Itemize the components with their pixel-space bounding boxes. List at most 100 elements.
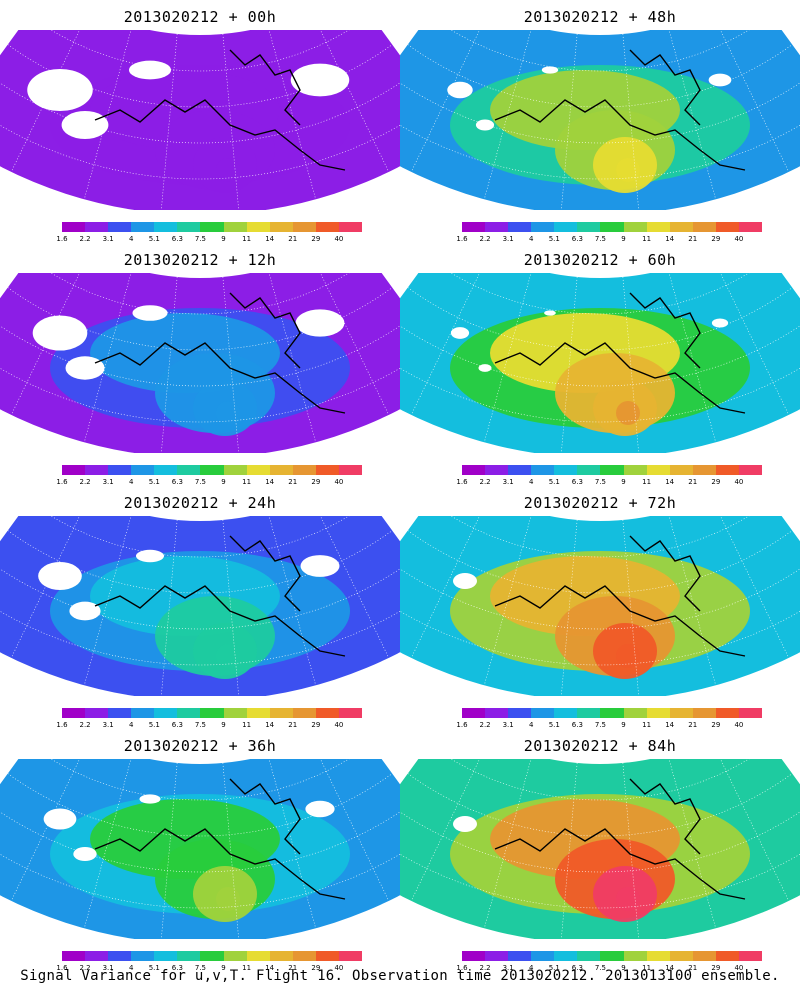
colorbar-tick-label: 6.3 — [571, 235, 583, 243]
colorbar-swatch — [62, 951, 86, 961]
colorbar-ticks: 1.6 2.2 3.1 4 5.1 6.3 7.5 9 11 14 21 29 40 — [456, 235, 762, 245]
colorbar-swatch — [338, 951, 363, 961]
map-panel: 2013020212 + 48h 1.6 2.2 3.1 4 5.1 6.3 7.5 9 11 14… — [400, 0, 800, 245]
colorbar-swatch — [62, 708, 86, 718]
colorbar-swatch — [531, 222, 555, 232]
colorbar-swatch — [485, 951, 509, 961]
colorbar-swatch — [246, 222, 270, 232]
colorbar-tick-label: 21 — [288, 721, 298, 729]
colorbar-swatch — [646, 708, 670, 718]
colorbar-swatch — [715, 951, 739, 961]
colorbar-tick-label: 14 — [265, 721, 275, 729]
colorbar-swatch — [315, 951, 339, 961]
colorbar-tick-label: 2.2 — [79, 964, 91, 972]
colorbar-swatch — [738, 951, 763, 961]
colorbar-swatch — [508, 222, 532, 232]
colorbar-swatch — [292, 951, 316, 961]
colorbar-tick-label: 11 — [242, 235, 252, 243]
colorbar-tick-label: 29 — [711, 235, 721, 243]
colorbar-tick-label: 5.1 — [548, 721, 560, 729]
colorbar-ticks: 1.6 2.2 3.1 4 5.1 6.3 7.5 9 11 14 21 29 40 — [56, 478, 362, 488]
variance-map — [0, 30, 400, 210]
panel-title: 2013020212 + 72h — [523, 494, 677, 512]
colorbar — [62, 951, 363, 961]
colorbar-tick-label: 11 — [242, 964, 252, 972]
colorbar-tick-label: 4 — [528, 235, 534, 243]
colorbar-tick-label: 3.1 — [502, 964, 514, 972]
colorbar-swatch — [131, 951, 155, 961]
colorbar-swatch — [269, 708, 293, 718]
colorbar-tick-label: 3.1 — [502, 478, 514, 486]
colorbar-tick-label: 7.5 — [594, 478, 607, 486]
colorbar-tick-label: 1.6 — [456, 964, 468, 972]
colorbar — [62, 708, 363, 718]
colorbar-swatch — [508, 708, 532, 718]
colorbar-tick-label: 40 — [734, 478, 744, 486]
colorbar-swatch — [692, 708, 716, 718]
colorbar-swatch — [246, 951, 270, 961]
colorbar-swatch — [508, 465, 532, 475]
colorbar-tick-label: 5.1 — [148, 235, 160, 243]
colorbar-swatch — [646, 222, 670, 232]
figure-caption: Signal Variance for u,v,T. Flight 16. Ob… — [20, 968, 780, 984]
map-panel: 2013020212 + 12h 1.6 2.2 3.1 4 5.1 6.3 7.5 9 11 14… — [0, 243, 400, 488]
colorbar-tick-label: 1.6 — [56, 478, 68, 486]
colorbar-tick-label: 11 — [642, 235, 652, 243]
colorbar-swatch — [554, 708, 578, 718]
colorbar — [462, 708, 763, 718]
colorbar-swatch — [554, 222, 578, 232]
colorbar-swatch — [485, 465, 509, 475]
colorbar-swatch — [223, 708, 247, 718]
colorbar-swatch — [85, 951, 109, 961]
colorbar-tick-label: 11 — [242, 478, 252, 486]
colorbar-tick-label: 29 — [711, 964, 721, 972]
colorbar-swatch — [692, 465, 716, 475]
colorbar-swatch — [577, 465, 601, 475]
colorbar-ticks: 1.6 2.2 3.1 4 5.1 6.3 7.5 9 11 14 21 29 40 — [456, 964, 762, 974]
colorbar-tick-label: 3.1 — [102, 235, 114, 243]
colorbar-swatch — [246, 708, 270, 718]
colorbar-swatch — [154, 465, 178, 475]
colorbar-swatch — [223, 222, 247, 232]
colorbar-tick-label: 9 — [221, 964, 226, 972]
panel-title: 2013020212 + 00h — [123, 8, 277, 26]
colorbar-tick-label: 21 — [688, 964, 698, 972]
colorbar-tick-label: 1.6 — [56, 721, 68, 729]
colorbar-swatch — [200, 222, 224, 232]
colorbar-tick-label: 5.1 — [148, 478, 160, 486]
colorbar-swatch — [154, 708, 178, 718]
colorbar-swatch — [131, 222, 155, 232]
colorbar-swatch — [531, 708, 555, 718]
colorbar-tick-label: 3.1 — [502, 721, 514, 729]
colorbar-swatch — [269, 222, 293, 232]
colorbar-tick-label: 11 — [642, 721, 652, 729]
colorbar-ticks: 1.6 2.2 3.1 4 5.1 6.3 7.5 9 11 14 21 29 40 — [456, 478, 762, 488]
colorbar-swatch — [577, 222, 601, 232]
colorbar-tick-label: 4 — [128, 721, 134, 729]
colorbar-tick-label: 14 — [665, 235, 675, 243]
panel-title: 2013020212 + 60h — [523, 251, 677, 269]
colorbar-tick-label: 21 — [688, 721, 698, 729]
colorbar-swatch — [292, 222, 316, 232]
map-panel: 2013020212 + 36h 1.6 2.2 3.1 4 5.1 6.3 7.5 9 11 14… — [0, 729, 400, 974]
colorbar-tick-label: 2.2 — [479, 478, 491, 486]
colorbar-swatch — [154, 222, 178, 232]
colorbar-tick-label: 9 — [621, 964, 626, 972]
map-panel: 2013020212 + 00h 1.6 2.2 3.1 4 5.1 6.3 7.5 9 11 14… — [0, 0, 400, 245]
colorbar-tick-label: 11 — [642, 478, 652, 486]
colorbar-tick-label: 14 — [665, 478, 675, 486]
colorbar-swatch — [623, 465, 647, 475]
colorbar — [462, 465, 763, 475]
colorbar — [462, 222, 763, 232]
colorbar-tick-label: 4 — [128, 478, 134, 486]
colorbar-swatch — [738, 465, 763, 475]
colorbar-tick-label: 9 — [221, 235, 226, 243]
colorbar-swatch — [223, 465, 247, 475]
colorbar-swatch — [462, 708, 486, 718]
colorbar-tick-label: 6.3 — [171, 478, 183, 486]
colorbar-tick-label: 5.1 — [548, 964, 560, 972]
colorbar-swatch — [623, 951, 647, 961]
colorbar-swatch — [554, 465, 578, 475]
colorbar-tick-label: 21 — [688, 235, 698, 243]
colorbar-swatch — [108, 708, 132, 718]
